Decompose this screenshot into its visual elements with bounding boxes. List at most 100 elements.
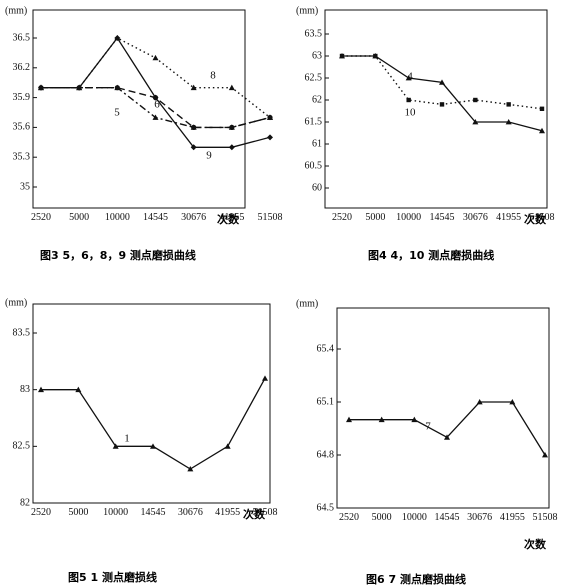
- point-10: [339, 53, 345, 59]
- point-8: [267, 114, 273, 120]
- x-tick-label: 5000: [372, 512, 392, 523]
- point-10: [473, 97, 478, 103]
- series-label-5: 5: [114, 107, 120, 119]
- series-label-8: 8: [210, 70, 216, 82]
- x-tick-label: 2520: [31, 212, 51, 223]
- point-10: [539, 106, 545, 111]
- x-tick-label: 5000: [69, 212, 89, 223]
- series-label-1: 1: [124, 433, 130, 445]
- point-4: [505, 119, 512, 125]
- plot-frame: [32, 9, 246, 209]
- y-tick-label: 60.5: [305, 160, 323, 171]
- plot-frame: [336, 307, 550, 509]
- x-tick-label: 10000: [402, 512, 427, 523]
- x-tick-label: 2520: [31, 507, 51, 518]
- x-tick-label: 14545: [430, 212, 455, 223]
- x-tick-label: 14545: [435, 512, 460, 523]
- x-tick-label: 5000: [365, 212, 385, 223]
- y-tick-label: 36.5: [13, 32, 31, 43]
- y-tick-label: 35.3: [13, 151, 31, 162]
- y-tick-label: 63: [312, 50, 322, 61]
- y-tick-label: 82: [20, 497, 30, 508]
- x-tick-label: 51508: [253, 507, 278, 518]
- x-tick-label: 2520: [332, 212, 352, 223]
- chart-fig6: (mm) 65.4 65.1 64.8 64.5 2520 5000 10000 14545 30…: [296, 298, 558, 586]
- unit-label: (mm): [296, 5, 318, 16]
- point-1: [112, 443, 119, 449]
- point-4: [539, 127, 545, 134]
- unit-label: (mm): [5, 5, 27, 16]
- x-tick-label: 14545: [143, 212, 168, 223]
- x-axis-suffix: 次数: [524, 212, 547, 226]
- x-tick-label: 51508: [530, 212, 555, 223]
- point-7: [346, 416, 352, 423]
- figure-caption: 图6 7 测点磨损曲线: [366, 572, 466, 586]
- x-axis-suffix: 次数: [524, 537, 547, 551]
- point-8: [228, 84, 235, 91]
- point-7: [444, 434, 450, 440]
- series-line-9: [41, 36, 271, 148]
- point-10: [439, 102, 445, 107]
- series-line-4: [342, 55, 543, 132]
- point-7: [378, 416, 385, 423]
- plot-frame: [324, 9, 548, 209]
- x-tick-label: 51508: [258, 212, 283, 223]
- point-9: [38, 84, 44, 91]
- unit-label: (mm): [296, 298, 318, 309]
- y-tick-label: 65.1: [317, 396, 335, 407]
- series-label-7: 7: [425, 421, 431, 433]
- x-tick-label: 30676: [181, 212, 206, 223]
- point-10: [406, 97, 411, 103]
- point-10: [373, 53, 378, 59]
- point-7: [476, 399, 483, 405]
- y-tick-label: 63.5: [305, 28, 323, 39]
- unit-label: (mm): [5, 297, 27, 308]
- x-tick-label: 41955: [215, 507, 240, 518]
- point-9: [76, 84, 83, 91]
- x-tick-label: 41955: [500, 512, 525, 523]
- point-7: [542, 452, 548, 458]
- series-label-10: 10: [405, 107, 417, 119]
- point-8: [190, 84, 197, 91]
- point-10: [506, 102, 511, 107]
- y-tick-label: 62: [312, 94, 322, 105]
- y-tick-label: 35: [20, 181, 30, 192]
- point-9: [114, 35, 121, 41]
- x-axis-suffix: 次数: [243, 507, 266, 521]
- x-tick-label: 10000: [103, 507, 128, 518]
- y-tick-label: 62.5: [305, 72, 323, 83]
- x-tick-label: 30676: [467, 512, 492, 523]
- point-4: [405, 75, 412, 81]
- y-tick-label: 64.5: [317, 502, 335, 513]
- y-tick-label: 83.5: [13, 327, 31, 338]
- point-9: [267, 134, 273, 141]
- point-7: [411, 416, 418, 423]
- x-tick-label: 30676: [463, 212, 488, 223]
- figure-caption: 图4 4，10 测点磨损曲线: [368, 248, 494, 262]
- y-tick-label: 82.5: [13, 441, 31, 452]
- point-1: [150, 443, 156, 449]
- y-tick-label: 36.2: [13, 62, 31, 73]
- point-6: [191, 124, 197, 130]
- x-tick-label: 41955: [496, 212, 521, 223]
- plot-frame: [32, 303, 271, 504]
- x-tick-label: 51508: [533, 512, 558, 523]
- x-tick-label: 41955: [219, 212, 244, 223]
- point-9: [190, 144, 197, 151]
- point-4: [439, 79, 445, 85]
- x-tick-label: 10000: [105, 212, 130, 223]
- point-1: [224, 443, 231, 449]
- figure-caption: 图5 1 测点磨损线: [68, 570, 157, 584]
- y-tick-label: 35.6: [13, 122, 31, 133]
- point-5: [152, 114, 159, 120]
- x-tick-label: 14545: [141, 507, 166, 518]
- point-9: [228, 144, 235, 151]
- series-line-1: [41, 377, 266, 470]
- series-line-7: [349, 401, 546, 456]
- y-tick-label: 65.4: [317, 343, 335, 354]
- point-1: [75, 386, 82, 393]
- series-label-4: 4: [407, 71, 413, 83]
- y-tick-label: 35.9: [13, 92, 31, 103]
